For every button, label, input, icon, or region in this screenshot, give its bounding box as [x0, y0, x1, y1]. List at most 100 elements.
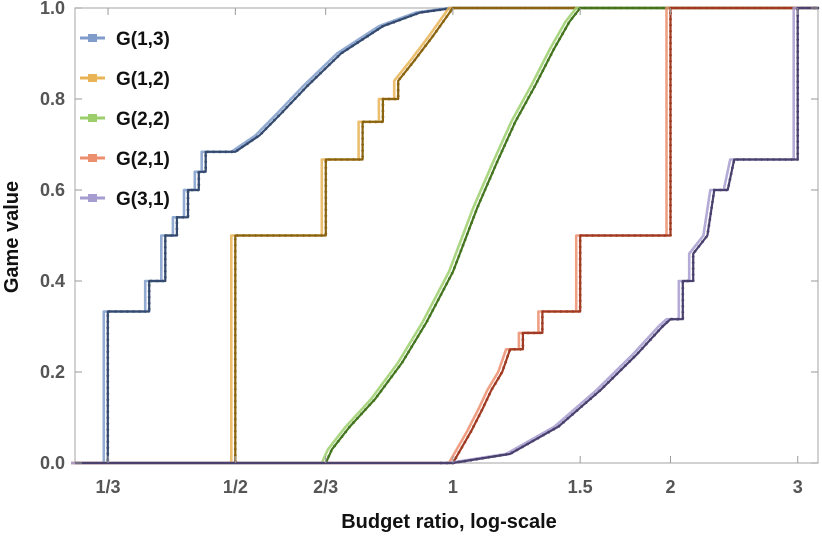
series-point — [488, 177, 492, 180]
series-point — [669, 107, 672, 111]
series-point — [796, 146, 800, 150]
series-point — [445, 15, 449, 18]
series-point — [481, 456, 484, 460]
series-point — [669, 59, 672, 63]
series-point — [669, 77, 672, 81]
series-point — [233, 261, 237, 265]
series-point — [796, 14, 800, 17]
series-point — [627, 234, 631, 237]
series-point — [681, 298, 685, 302]
series-point — [615, 372, 619, 376]
series-point — [699, 6, 703, 10]
series-point — [465, 6, 468, 10]
series-point — [438, 8, 442, 12]
series-point — [669, 101, 672, 105]
series-point — [489, 6, 492, 10]
series-point — [669, 143, 672, 147]
series-point — [578, 251, 582, 255]
series-point — [796, 38, 800, 41]
series-point — [409, 63, 413, 67]
series-point — [268, 123, 272, 126]
series-point — [578, 275, 582, 279]
series-point — [450, 271, 454, 275]
legend-item: G(1,3) — [80, 29, 170, 50]
series-point — [380, 120, 384, 124]
series-point — [712, 188, 716, 192]
x-axis-title: Budget ratio, log-scale — [341, 511, 557, 533]
series-point — [230, 150, 234, 154]
series-point — [106, 350, 110, 354]
series-point — [789, 6, 793, 10]
series-point — [245, 142, 249, 146]
series-point — [212, 150, 216, 154]
y-tick-label: 0.4 — [40, 271, 65, 291]
series-point — [669, 41, 672, 45]
series-point — [427, 39, 431, 43]
series-point — [483, 6, 486, 10]
series-point — [250, 138, 254, 142]
series-point — [204, 154, 208, 158]
series-point — [196, 188, 200, 192]
series-point — [327, 63, 331, 67]
series-point — [505, 138, 509, 142]
x-tick-label: 1.5 — [568, 477, 593, 497]
series-point — [519, 347, 522, 351]
series-point — [503, 144, 506, 148]
series-point — [284, 234, 287, 237]
series-point — [333, 444, 336, 448]
series-line-light — [71, 6, 814, 465]
legend-marker — [88, 154, 97, 162]
series-point — [204, 160, 208, 164]
series-point — [500, 371, 503, 375]
series-point — [589, 397, 593, 401]
series-point — [661, 325, 664, 328]
series-point — [324, 214, 328, 218]
series-point — [712, 194, 715, 198]
series-point — [530, 90, 533, 94]
series-point — [435, 29, 438, 33]
legend-marker — [88, 34, 97, 42]
series-point — [526, 331, 530, 335]
series-point — [475, 419, 478, 423]
series-point — [324, 202, 328, 206]
series-point — [197, 183, 201, 187]
series-point — [147, 289, 151, 293]
series-point — [233, 345, 237, 349]
series-point — [361, 143, 364, 147]
series-point — [727, 184, 731, 187]
series-point — [381, 97, 385, 101]
series-point — [543, 6, 546, 10]
series-point — [175, 215, 179, 219]
series-point — [138, 310, 141, 313]
series-point — [361, 38, 364, 41]
series-point — [336, 439, 340, 443]
series-point — [453, 6, 456, 10]
series-point — [669, 131, 672, 135]
series-point — [589, 6, 593, 10]
series-point — [691, 279, 695, 282]
series-line — [75, 6, 818, 465]
series-point — [669, 203, 672, 207]
series-point — [310, 80, 314, 83]
series-point — [544, 64, 547, 67]
y-tick-label: 0.2 — [40, 362, 65, 382]
series-point — [657, 234, 661, 237]
legend-label: G(2,1) — [116, 149, 170, 170]
series-point — [106, 314, 110, 318]
y-tick-label: 0.0 — [40, 453, 65, 473]
series-point — [541, 315, 544, 319]
series-point — [796, 134, 800, 138]
series-point — [521, 332, 525, 335]
series-point — [381, 115, 385, 119]
series-point — [585, 234, 589, 237]
series-point — [597, 234, 601, 237]
series-g-2-2 — [71, 6, 818, 465]
series-point — [578, 305, 582, 309]
series-point — [633, 234, 637, 237]
series-point — [562, 420, 565, 424]
series-point — [796, 86, 800, 89]
series-point — [324, 220, 328, 224]
series-point — [336, 55, 340, 58]
series-point — [487, 455, 490, 459]
series-point — [784, 158, 787, 161]
